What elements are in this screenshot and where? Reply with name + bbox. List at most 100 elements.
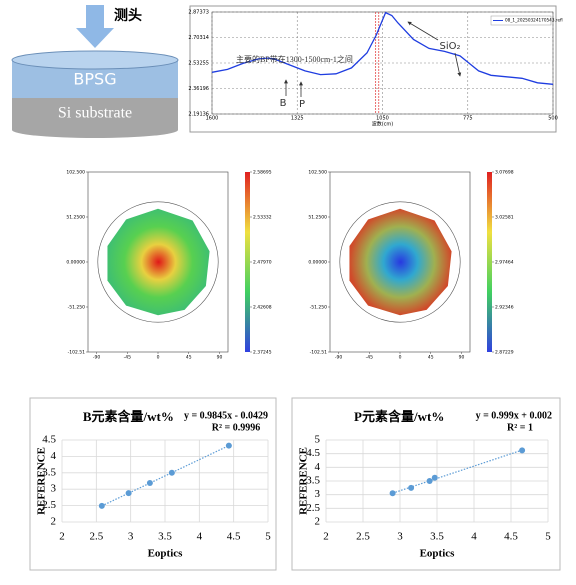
x-tick-label: 2.5 bbox=[356, 531, 370, 543]
data-point bbox=[519, 447, 526, 454]
trendline bbox=[101, 445, 230, 507]
y-tick-label: -102.51 bbox=[68, 350, 86, 356]
y-tick-label: 0.00000 bbox=[308, 259, 327, 265]
x-tick-label: 0 bbox=[157, 355, 160, 361]
x-tick-label: 5 bbox=[545, 531, 551, 543]
equation: y = 0.9845x - 0.0429 bbox=[184, 410, 268, 421]
legend-box bbox=[490, 15, 552, 26]
y-tick-label: 3 bbox=[51, 483, 57, 495]
x-tick-label: 1050 bbox=[376, 116, 389, 122]
x-tick-label: -45 bbox=[124, 355, 131, 361]
colorbar bbox=[245, 172, 250, 352]
annotation: 主要的BP带在1300-1500cm-1之间 bbox=[236, 54, 353, 64]
y-tick-label: 4 bbox=[51, 450, 57, 462]
x-tick-label: 3 bbox=[128, 531, 134, 543]
x-tick-label: 45 bbox=[186, 355, 192, 361]
x-tick-label: 0 bbox=[399, 355, 402, 361]
x-tick-label: 4 bbox=[197, 531, 203, 543]
x-tick-label: 4 bbox=[471, 531, 477, 543]
wafer-outline bbox=[339, 201, 461, 323]
x-tick-label: 4.5 bbox=[227, 531, 241, 543]
y-tick-label: 2.53255 bbox=[188, 60, 209, 66]
chart-title: B元素含量/wt% bbox=[83, 409, 174, 424]
x-tick-label: 500 bbox=[548, 116, 558, 122]
annotation: B bbox=[280, 98, 287, 109]
x-tick-label: 775 bbox=[463, 116, 473, 122]
x-tick-label: 2 bbox=[59, 531, 65, 543]
r-squared: R² = 0.9996 bbox=[212, 422, 260, 433]
cylinder-top bbox=[11, 50, 179, 70]
y-tick-label: 2.87373 bbox=[188, 10, 209, 16]
y-axis-label: REFERENCE bbox=[298, 447, 310, 515]
data-point bbox=[168, 469, 175, 476]
data-point bbox=[408, 484, 415, 491]
cylinder-bottom bbox=[12, 122, 178, 138]
x-axis-label: 波数(cm) bbox=[372, 121, 394, 128]
x-tick-label: 90 bbox=[459, 355, 465, 361]
x-tick-label: 2 bbox=[323, 531, 329, 543]
y-tick-label: 2.5 bbox=[42, 499, 56, 511]
colorbar-tick-label: 3.02581 bbox=[495, 214, 514, 220]
y-tick-label: 4.5 bbox=[306, 447, 320, 459]
wafer-map bbox=[349, 208, 452, 316]
annotation: P bbox=[299, 99, 305, 110]
x-tick-label: 1600 bbox=[206, 116, 219, 122]
y-tick-label: 4.5 bbox=[42, 434, 56, 446]
x-tick-label: -90 bbox=[335, 355, 342, 361]
colorbar-tick-label: 2.42608 bbox=[253, 304, 272, 310]
y-tick-label: -102.51 bbox=[310, 350, 328, 356]
chart-frame bbox=[291, 397, 561, 571]
y-tick-label: 2.19136 bbox=[188, 112, 209, 118]
chart-title: P元素含量/wt% bbox=[354, 409, 444, 424]
plot-area bbox=[211, 11, 554, 115]
y-tick-label: 3 bbox=[315, 488, 321, 500]
colorbar-tick-label: 2.37245 bbox=[253, 350, 272, 356]
y-tick-label: 4 bbox=[315, 461, 321, 473]
x-tick-label: -45 bbox=[366, 355, 373, 361]
colorbar-tick-label: 2.92346 bbox=[495, 305, 514, 311]
y-tick-label: 2 bbox=[315, 516, 321, 528]
data-line bbox=[211, 11, 554, 85]
annotation: SiO₂ bbox=[439, 41, 460, 52]
probe-arrow bbox=[76, 5, 114, 48]
probe-label: 测头 bbox=[114, 7, 142, 24]
colorbar-tick-label: 2.97464 bbox=[495, 259, 514, 265]
annotation-arrow bbox=[454, 52, 462, 77]
wafer-outline bbox=[97, 201, 219, 323]
y-tick-label: 2 bbox=[51, 516, 57, 528]
annotation-arrow bbox=[407, 21, 439, 41]
y-tick-label: 2.70314 bbox=[188, 35, 209, 41]
y-tick-label: 2.36196 bbox=[188, 86, 209, 92]
data-point bbox=[125, 490, 132, 497]
y-tick-label: 5 bbox=[315, 434, 321, 446]
legend-label: 08_1_20250324170543.refl bbox=[505, 18, 563, 23]
bpsg-label: BPSG bbox=[73, 70, 116, 89]
colorbar-tick-label: 2.58695 bbox=[253, 170, 272, 176]
si-label: Si substrate bbox=[58, 105, 132, 122]
x-tick-label: 3 bbox=[397, 531, 403, 543]
y-tick-label: 3.5 bbox=[306, 475, 320, 487]
colorbar-tick-label: 2.87229 bbox=[495, 350, 514, 356]
colorbar-tick-label: 2.47970 bbox=[253, 260, 272, 266]
data-point bbox=[426, 478, 433, 484]
colorbar-tick-label: 3.07698 bbox=[495, 170, 514, 176]
equation: y = 0.999x + 0.002 bbox=[476, 410, 552, 421]
chart-frame bbox=[29, 397, 277, 571]
wafer-map bbox=[107, 208, 210, 316]
data-point bbox=[146, 479, 153, 486]
chart-frame bbox=[189, 5, 557, 133]
x-tick-label: 5 bbox=[265, 531, 271, 543]
x-tick-label: 45 bbox=[428, 355, 434, 361]
y-tick-label: 51.2500 bbox=[66, 214, 85, 220]
x-axis-label: Eoptics bbox=[420, 548, 456, 560]
x-axis-label: Eoptics bbox=[148, 548, 184, 560]
colorbar-tick-label: 2.53332 bbox=[253, 215, 272, 221]
data-point bbox=[98, 502, 105, 509]
x-tick-label: 3.5 bbox=[430, 531, 444, 543]
y-tick-label: 3.5 bbox=[42, 466, 56, 478]
x-tick-label: 1325 bbox=[291, 116, 304, 122]
y-tick-label: 51.2500 bbox=[308, 214, 327, 220]
y-tick-label: 2.5 bbox=[306, 502, 320, 514]
